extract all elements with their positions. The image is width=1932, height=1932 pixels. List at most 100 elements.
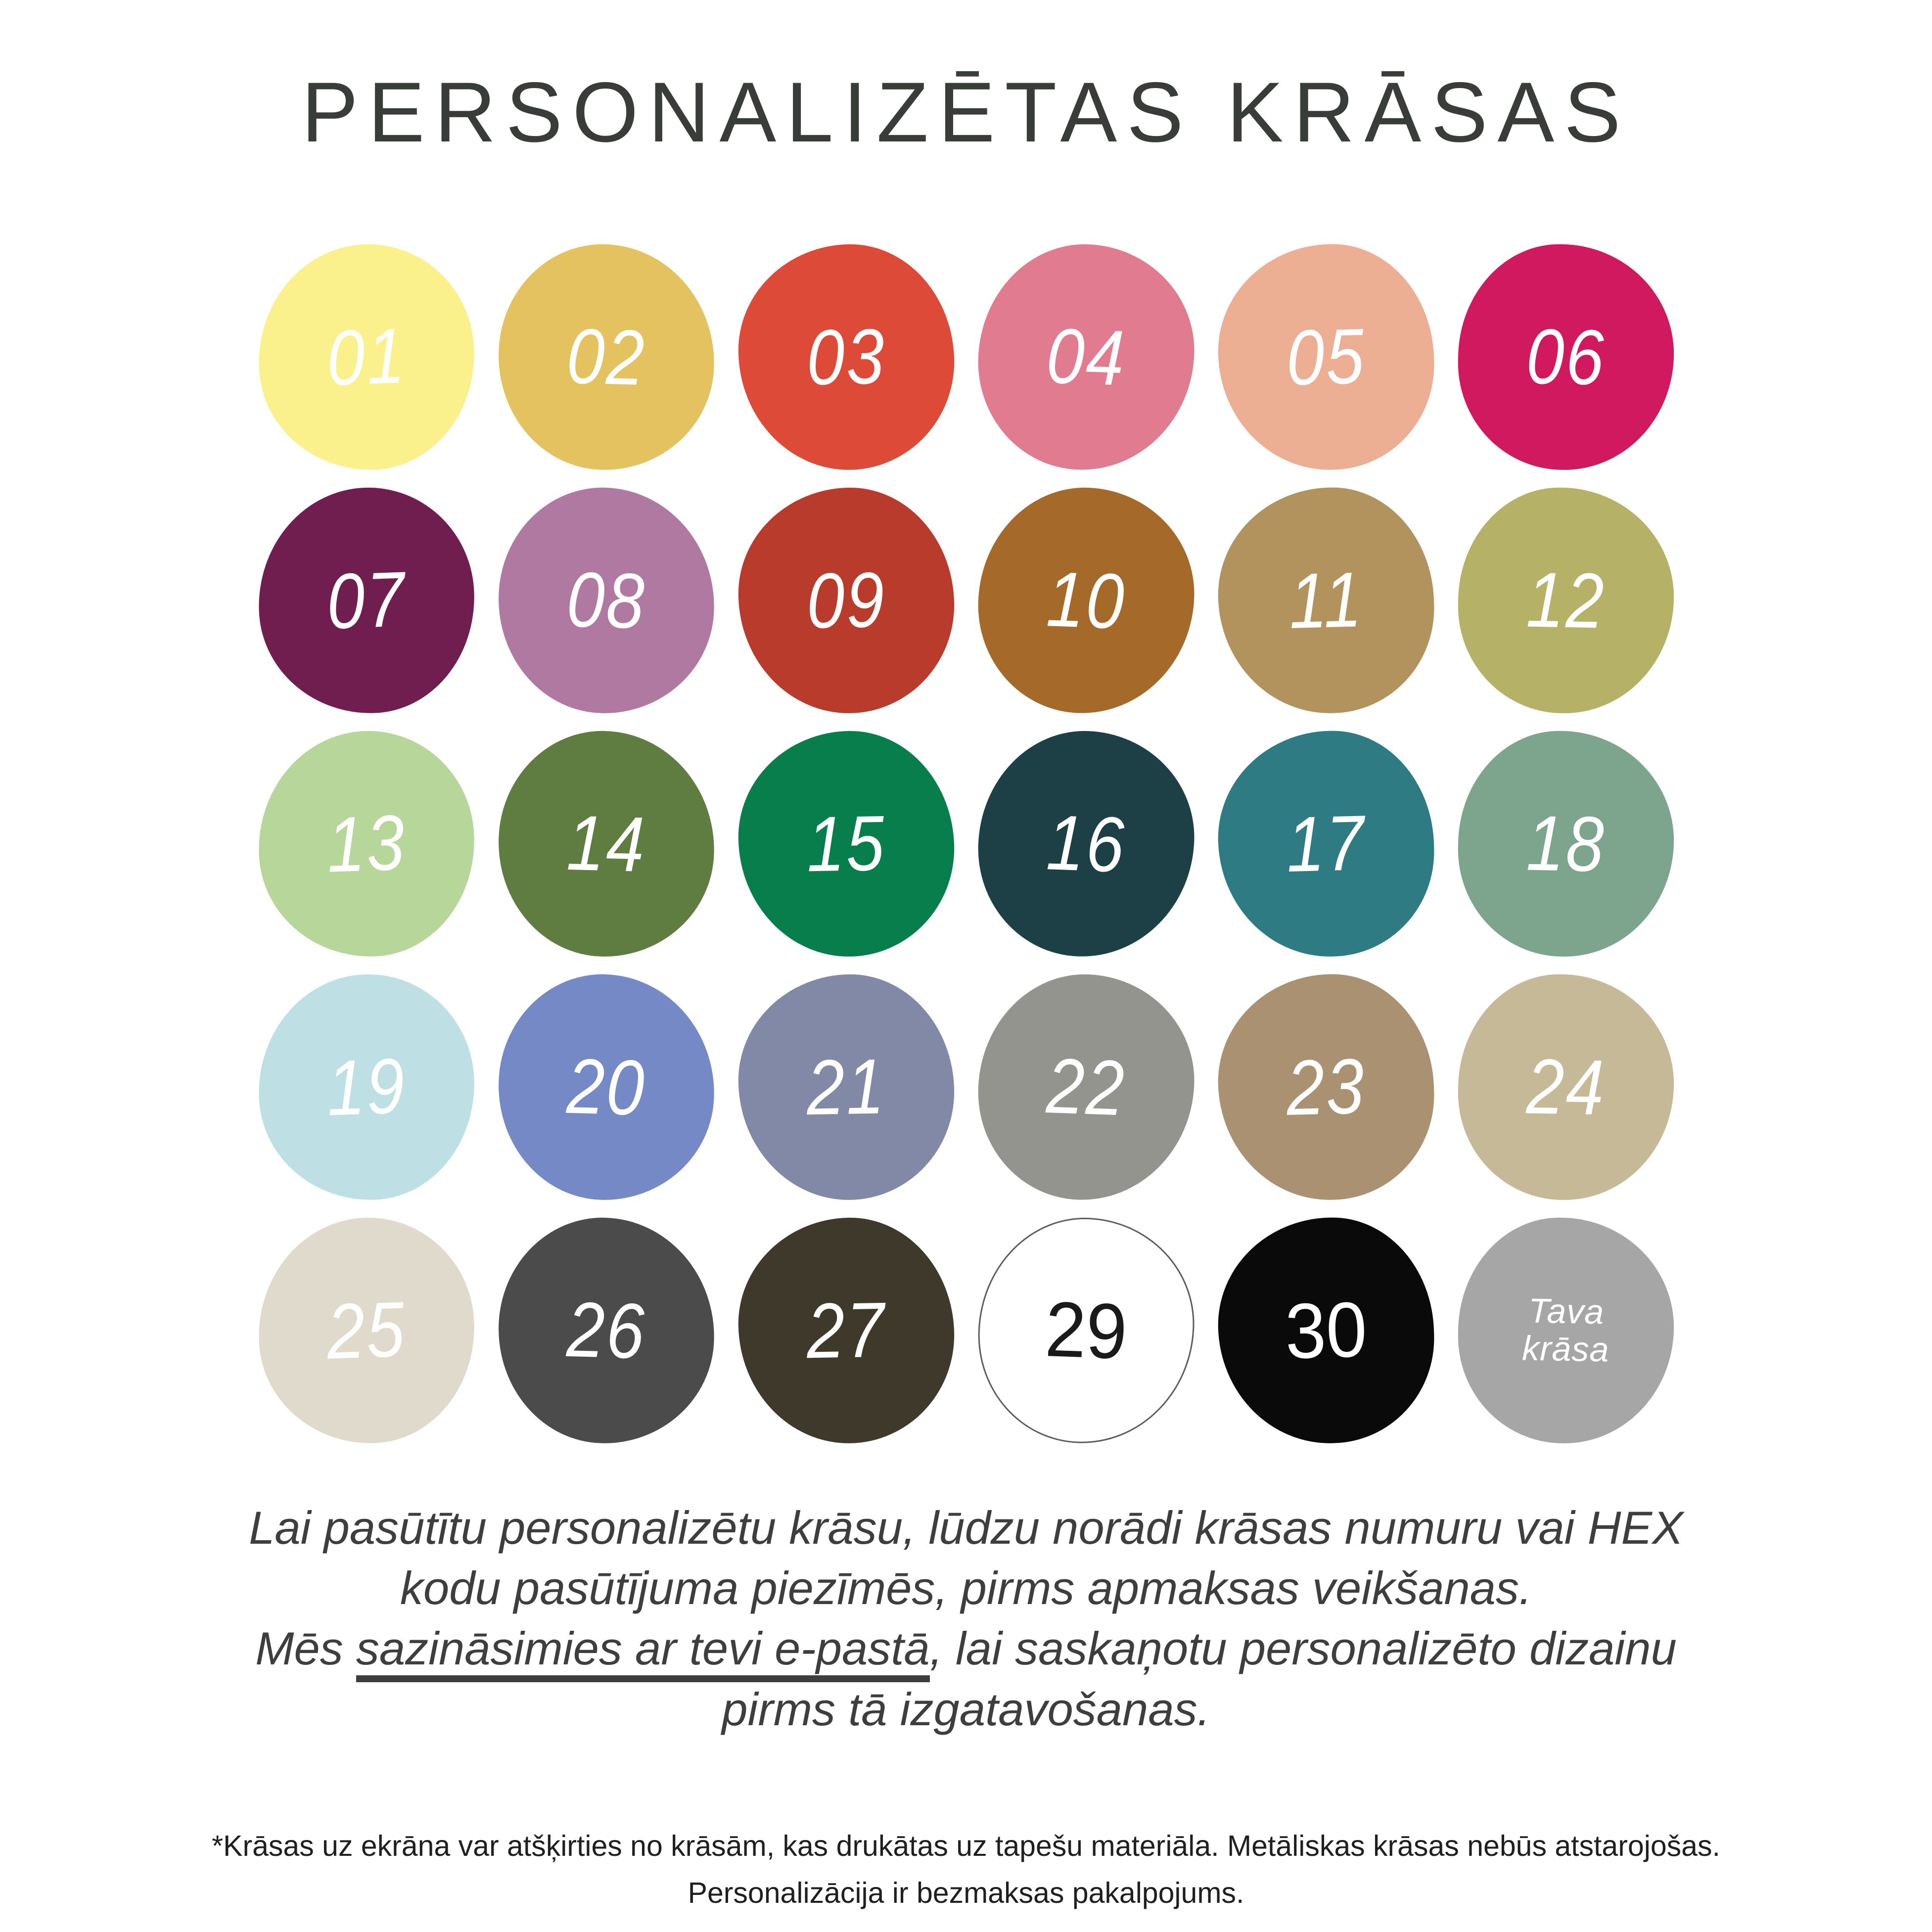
swatch-number: 04 — [1045, 312, 1127, 402]
swatch-number: 17 — [1285, 799, 1367, 888]
color-grid-cell: 12 — [1446, 479, 1686, 722]
swatch-number: 06 — [1525, 313, 1606, 401]
color-grid-cell: 02 — [486, 235, 726, 479]
disclaimer-line1: *Krāsas uz ekrāna var atšķirties no krās… — [212, 1829, 1720, 1862]
swatch-24[interactable]: 24 — [1456, 972, 1676, 1202]
swatch-13[interactable]: 13 — [254, 727, 478, 961]
swatch-02[interactable]: 02 — [495, 241, 717, 473]
swatch-number: 08 — [565, 555, 647, 645]
swatch-number: 11 — [1288, 555, 1364, 645]
order-instructions: Lai pasūtītu personalizētu krāsu, lūdzu … — [71, 1498, 1861, 1740]
color-grid-cell: 09 — [726, 479, 966, 722]
swatch-number: 29 — [1043, 1285, 1129, 1376]
swatch-number: 01 — [325, 312, 408, 402]
swatch-number: 02 — [565, 312, 647, 402]
color-grid-cell: 05 — [1206, 235, 1446, 479]
color-grid: 01 02 03 04 05 06 07 08 09 10 11 12 13 14 15 16 17 18 19 20… — [246, 235, 1686, 1452]
instructions-line1: Lai pasūtītu personalizētu krāsu, lūdzu … — [249, 1502, 1683, 1554]
color-grid-cell: 03 — [726, 235, 966, 479]
color-grid-cell: 27 — [726, 1209, 966, 1452]
swatch-03[interactable]: 03 — [736, 242, 956, 472]
color-grid-cell: 26 — [486, 1209, 726, 1452]
color-grid-cell: Tava krāsa — [1446, 1209, 1686, 1452]
swatch-number: 07 — [325, 555, 408, 645]
color-grid-cell: 11 — [1206, 479, 1446, 722]
swatch-19[interactable]: 19 — [254, 970, 478, 1204]
swatch-number: 19 — [325, 1042, 408, 1132]
swatch-12[interactable]: 12 — [1456, 486, 1676, 715]
color-grid-cell: 10 — [966, 479, 1206, 722]
swatch-09[interactable]: 09 — [736, 486, 956, 715]
color-grid-cell: 06 — [1446, 235, 1686, 479]
swatch-number: 09 — [806, 556, 886, 644]
email-contact-underlined-text: sazināsimies ar tevi e-pastā — [356, 1622, 930, 1683]
color-grid-cell: 17 — [1206, 722, 1446, 966]
swatch-18[interactable]: 18 — [1456, 729, 1676, 959]
color-grid-cell: 24 — [1446, 966, 1686, 1209]
swatch-30[interactable]: 30 — [1215, 1215, 1437, 1446]
instructions-line3-post: , lai saskaņotu personalizēto dizainu — [929, 1622, 1677, 1675]
color-grid-cell: 01 — [246, 235, 486, 479]
color-grid-cell: 16 — [966, 722, 1206, 966]
swatch-25[interactable]: 25 — [254, 1214, 478, 1447]
swatch-number: 10 — [1045, 555, 1127, 645]
swatch-number: 14 — [565, 799, 647, 888]
color-grid-cell: 19 — [246, 966, 486, 1209]
color-grid-cell: 14 — [486, 722, 726, 966]
color-grid-cell: 29 — [966, 1209, 1206, 1452]
swatch-number: 30 — [1284, 1286, 1368, 1375]
swatch-27[interactable]: 27 — [736, 1216, 956, 1445]
swatch-01[interactable]: 01 — [254, 240, 478, 474]
swatch-08[interactable]: 08 — [495, 485, 717, 716]
swatch-17[interactable]: 17 — [1215, 728, 1437, 960]
color-grid-cell: 15 — [726, 722, 966, 966]
swatch-20[interactable]: 20 — [495, 971, 717, 1203]
swatch-number: 24 — [1525, 1043, 1606, 1131]
custom-color-label: Tava krāsa — [1521, 1291, 1610, 1369]
swatch-number: 13 — [325, 798, 408, 889]
instructions-line2: kodu pasūtījuma piezīmēs, pirms apmaksas… — [400, 1562, 1532, 1614]
swatch-number: 18 — [1525, 799, 1606, 888]
swatch-number: 15 — [806, 799, 886, 888]
color-grid-cell: 30 — [1206, 1209, 1446, 1452]
swatch-number: 12 — [1525, 556, 1606, 644]
swatch-22[interactable]: 22 — [974, 970, 1198, 1204]
swatch-custom-color[interactable]: Tava krāsa — [1456, 1216, 1676, 1445]
swatch-10[interactable]: 10 — [974, 484, 1198, 717]
swatch-11[interactable]: 11 — [1215, 485, 1437, 716]
swatch-number: 23 — [1285, 1042, 1367, 1132]
color-grid-cell: 18 — [1446, 722, 1686, 966]
swatch-number: 25 — [325, 1285, 408, 1376]
swatch-number: 05 — [1285, 312, 1367, 402]
swatch-21[interactable]: 21 — [736, 972, 956, 1202]
color-grid-cell: 07 — [246, 479, 486, 722]
page-title: PERSONALIZĒTAS KRĀSAS — [301, 65, 1631, 160]
swatch-number: 21 — [806, 1043, 886, 1131]
color-grid-cell: 20 — [486, 966, 726, 1209]
swatch-number: 26 — [565, 1286, 647, 1375]
swatch-05[interactable]: 05 — [1215, 241, 1437, 473]
disclaimer: *Krāsas uz ekrāna var atšķirties no krās… — [21, 1823, 1911, 1917]
color-grid-cell: 04 — [966, 235, 1206, 479]
swatch-number: 27 — [806, 1286, 886, 1375]
swatch-26[interactable]: 26 — [495, 1215, 717, 1446]
swatch-number: 20 — [565, 1042, 647, 1132]
swatch-07[interactable]: 07 — [254, 484, 478, 717]
swatch-number: 03 — [806, 313, 886, 401]
swatch-23[interactable]: 23 — [1215, 971, 1437, 1203]
swatch-14[interactable]: 14 — [495, 728, 717, 960]
swatch-04[interactable]: 04 — [974, 240, 1198, 474]
color-grid-cell: 13 — [246, 722, 486, 966]
color-grid-cell: 21 — [726, 966, 966, 1209]
color-grid-cell: 23 — [1206, 966, 1446, 1209]
disclaimer-line2: Personalizācija ir bezmaksas pakalpojums… — [688, 1877, 1244, 1910]
swatch-15[interactable]: 15 — [736, 729, 956, 959]
swatch-06[interactable]: 06 — [1456, 242, 1676, 472]
color-grid-cell: 25 — [246, 1209, 486, 1452]
swatch-16[interactable]: 16 — [974, 727, 1198, 961]
swatch-29[interactable]: 29 — [974, 1214, 1198, 1447]
swatch-number: 16 — [1045, 798, 1127, 889]
swatch-number: 22 — [1045, 1042, 1127, 1132]
instructions-line3-pre: Mēs — [255, 1622, 356, 1675]
